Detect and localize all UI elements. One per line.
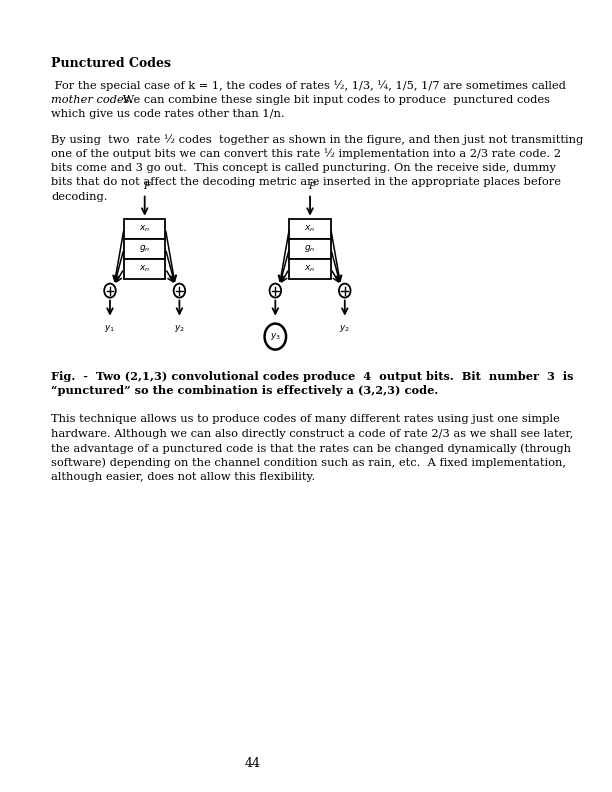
Bar [124,259,165,279]
Circle shape [269,284,281,298]
Text: This technique allows us to produce codes of many different rates using just one: This technique allows us to produce code… [51,414,560,424]
Text: $g_n$: $g_n$ [304,243,316,254]
Text: which give us code rates other than 1/n.: which give us code rates other than 1/n. [51,109,285,120]
Circle shape [104,284,116,298]
Text: $x_n$: $x_n$ [304,264,316,274]
Text: For the special case of k = 1, the codes of rates ½, 1/3, ¼, 1/5, 1/7 are someti: For the special case of k = 1, the codes… [51,80,566,91]
Text: 44: 44 [245,757,261,770]
Text: the advantage of a punctured code is that the rates can be changed dynamically (: the advantage of a punctured code is tha… [51,443,571,454]
Text: $g_n$: $g_n$ [139,243,151,254]
Text: bits that do not affect the decoding metric are inserted in the appropriate plac: bits that do not affect the decoding met… [51,177,561,188]
Bar [289,259,330,279]
Text: although easier, does not allow this flexibility.: although easier, does not allow this fle… [51,472,315,482]
Circle shape [174,284,185,298]
Text: Punctured Codes: Punctured Codes [51,57,171,70]
Text: $x_n$: $x_n$ [139,223,151,234]
Bar [124,219,165,238]
Circle shape [264,324,286,349]
Bar [124,238,165,259]
Text: $y_1$: $y_1$ [105,322,116,333]
Text: $y_2$: $y_2$ [174,322,185,333]
Text: $x_n$: $x_n$ [139,264,151,274]
Text: “punctured” so the combination is effectively a (3,2,3) code.: “punctured” so the combination is effect… [51,385,439,396]
Text: $y_3$: $y_3$ [270,331,281,342]
Text: $x_n$: $x_n$ [304,223,316,234]
Bar [289,219,330,238]
Text: By using  two  rate ½ codes  together as shown in the figure, and then just not : By using two rate ½ codes together as sh… [51,134,583,145]
Circle shape [339,284,351,298]
Text: bits come and 3 go out.  This concept is called puncturing. On the receive side,: bits come and 3 go out. This concept is … [51,163,556,173]
Text: mother codes.: mother codes. [51,95,133,105]
Text: $y_2$: $y_2$ [339,322,350,333]
Text: F: F [143,181,150,191]
Text: decoding.: decoding. [51,192,108,202]
Text: Fig.  -  Two (2,1,3) convolutional codes produce  4  output bits.  Bit  number  : Fig. - Two (2,1,3) convolutional codes p… [51,371,574,382]
Text: hardware. Although we can also directly construct a code of rate 2/3 as we shall: hardware. Although we can also directly … [51,428,573,439]
Text: software) depending on the channel condition such as rain, etc.  A fixed impleme: software) depending on the channel condi… [51,458,566,468]
Text: F: F [308,181,315,191]
Bar [289,238,330,259]
Text: We can combine these single bit input codes to produce  punctured codes: We can combine these single bit input co… [119,95,550,105]
Text: $y_1$: $y_1$ [270,322,281,333]
Text: one of the output bits we can convert this rate ½ implementation into a 2/3 rate: one of the output bits we can convert th… [51,148,561,159]
